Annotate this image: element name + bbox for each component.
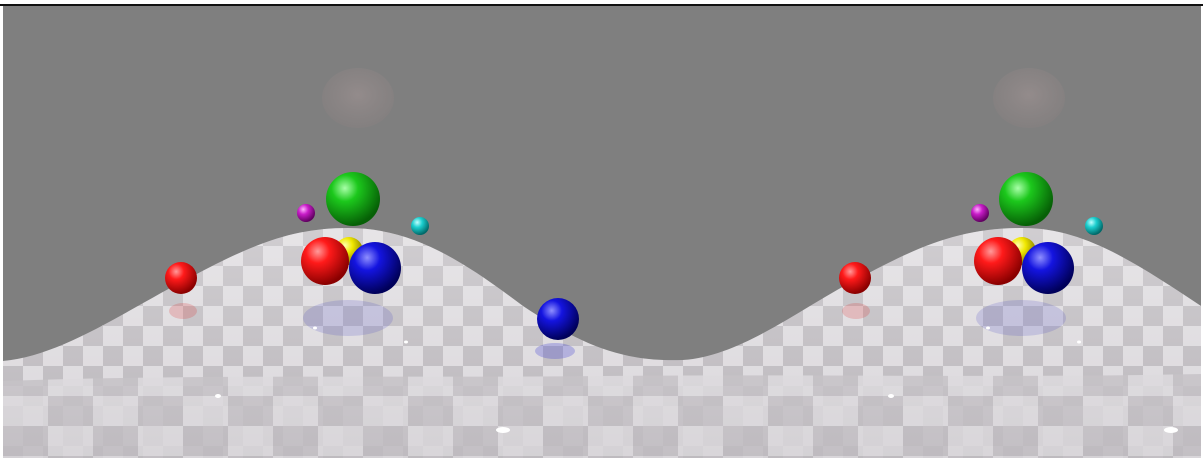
main-group-reflection <box>303 300 393 336</box>
floor-highlight <box>215 394 221 398</box>
green-sphere <box>999 172 1053 226</box>
green-sphere <box>326 172 380 226</box>
blue-sphere-reflection <box>535 343 575 359</box>
floor-highlight <box>496 427 510 433</box>
floor-sheen <box>3 228 1201 458</box>
blue-sphere-large <box>1022 242 1074 294</box>
cyan-sphere <box>1085 217 1103 235</box>
floor-highlight <box>986 326 990 330</box>
scene-svg <box>3 68 1201 458</box>
cyan-sphere <box>411 217 429 235</box>
floor-highlight <box>404 340 408 344</box>
ceiling-light-ghost <box>322 68 394 128</box>
blue-sphere-small <box>537 298 579 340</box>
floor-highlight <box>1077 340 1081 344</box>
red-sphere-reflection <box>169 303 197 319</box>
red-sphere-small <box>165 262 197 294</box>
magenta-sphere <box>297 204 315 222</box>
blue-sphere-large <box>349 242 401 294</box>
red-sphere-large <box>974 237 1022 285</box>
ceiling-light-ghost <box>993 68 1065 128</box>
floor-highlight <box>888 394 894 398</box>
red-sphere-reflection <box>842 303 870 319</box>
top-border <box>0 4 1203 6</box>
floor-highlight <box>313 326 317 330</box>
red-sphere-small <box>839 262 871 294</box>
floor-highlight <box>1164 427 1178 433</box>
right-eye-view <box>839 68 1178 433</box>
left-eye-view <box>165 68 579 433</box>
render-viewport <box>3 6 1201 458</box>
red-sphere-large <box>301 237 349 285</box>
main-group-reflection <box>976 300 1066 336</box>
magenta-sphere <box>971 204 989 222</box>
